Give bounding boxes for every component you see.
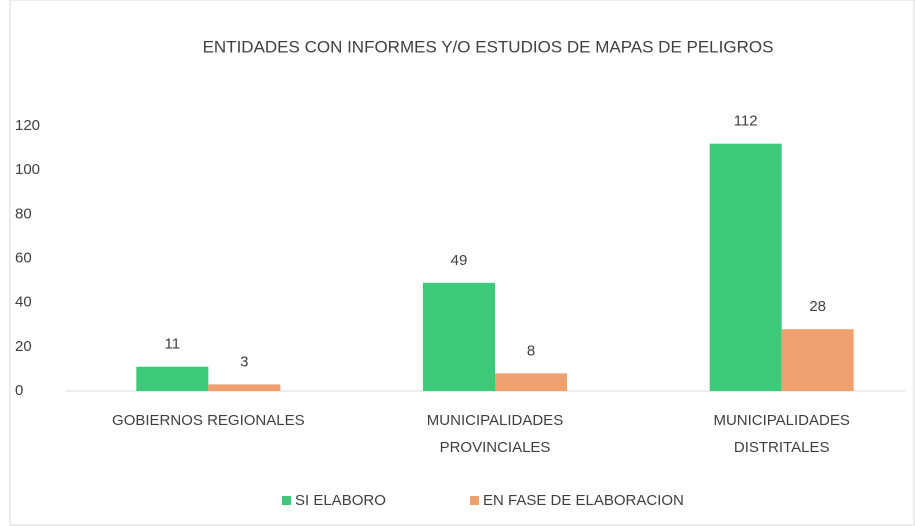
y-tick-label: 80: [15, 205, 32, 222]
legend-swatch: [282, 496, 291, 505]
bar: [495, 373, 567, 391]
legend-label: EN FASE DE ELABORACION: [483, 492, 684, 509]
y-tick-label: 120: [15, 117, 40, 134]
y-tick-label: 0: [15, 382, 23, 399]
bar: [781, 329, 854, 391]
y-tick-label: 40: [15, 294, 32, 311]
legend-swatch: [470, 496, 479, 505]
data-label: 49: [451, 252, 468, 269]
x-tick-label: PROVINCIALES: [440, 439, 551, 456]
data-label: 3: [240, 353, 248, 370]
chart-title: ENTIDADES CON INFORMES Y/O ESTUDIOS DE M…: [203, 37, 774, 56]
bar: [423, 282, 495, 391]
data-label: 112: [734, 113, 758, 130]
x-tick-label: DISTRITALES: [734, 439, 830, 456]
x-tick-label: GOBIERNOS REGIONALES: [112, 412, 305, 429]
bar: [709, 143, 782, 391]
data-label: 28: [809, 298, 826, 315]
y-tick-label: 60: [15, 249, 32, 266]
y-tick-label: 100: [15, 161, 40, 178]
bar: [136, 366, 209, 391]
data-label: 8: [527, 342, 535, 359]
bar: [208, 384, 281, 391]
x-tick-label: MUNICIPALIDADES: [427, 412, 563, 429]
x-tick-label: MUNICIPALIDADES: [713, 412, 849, 429]
legend-label: SI ELABORO: [295, 492, 386, 509]
y-tick-label: 20: [15, 338, 32, 355]
data-label: 11: [165, 336, 181, 353]
